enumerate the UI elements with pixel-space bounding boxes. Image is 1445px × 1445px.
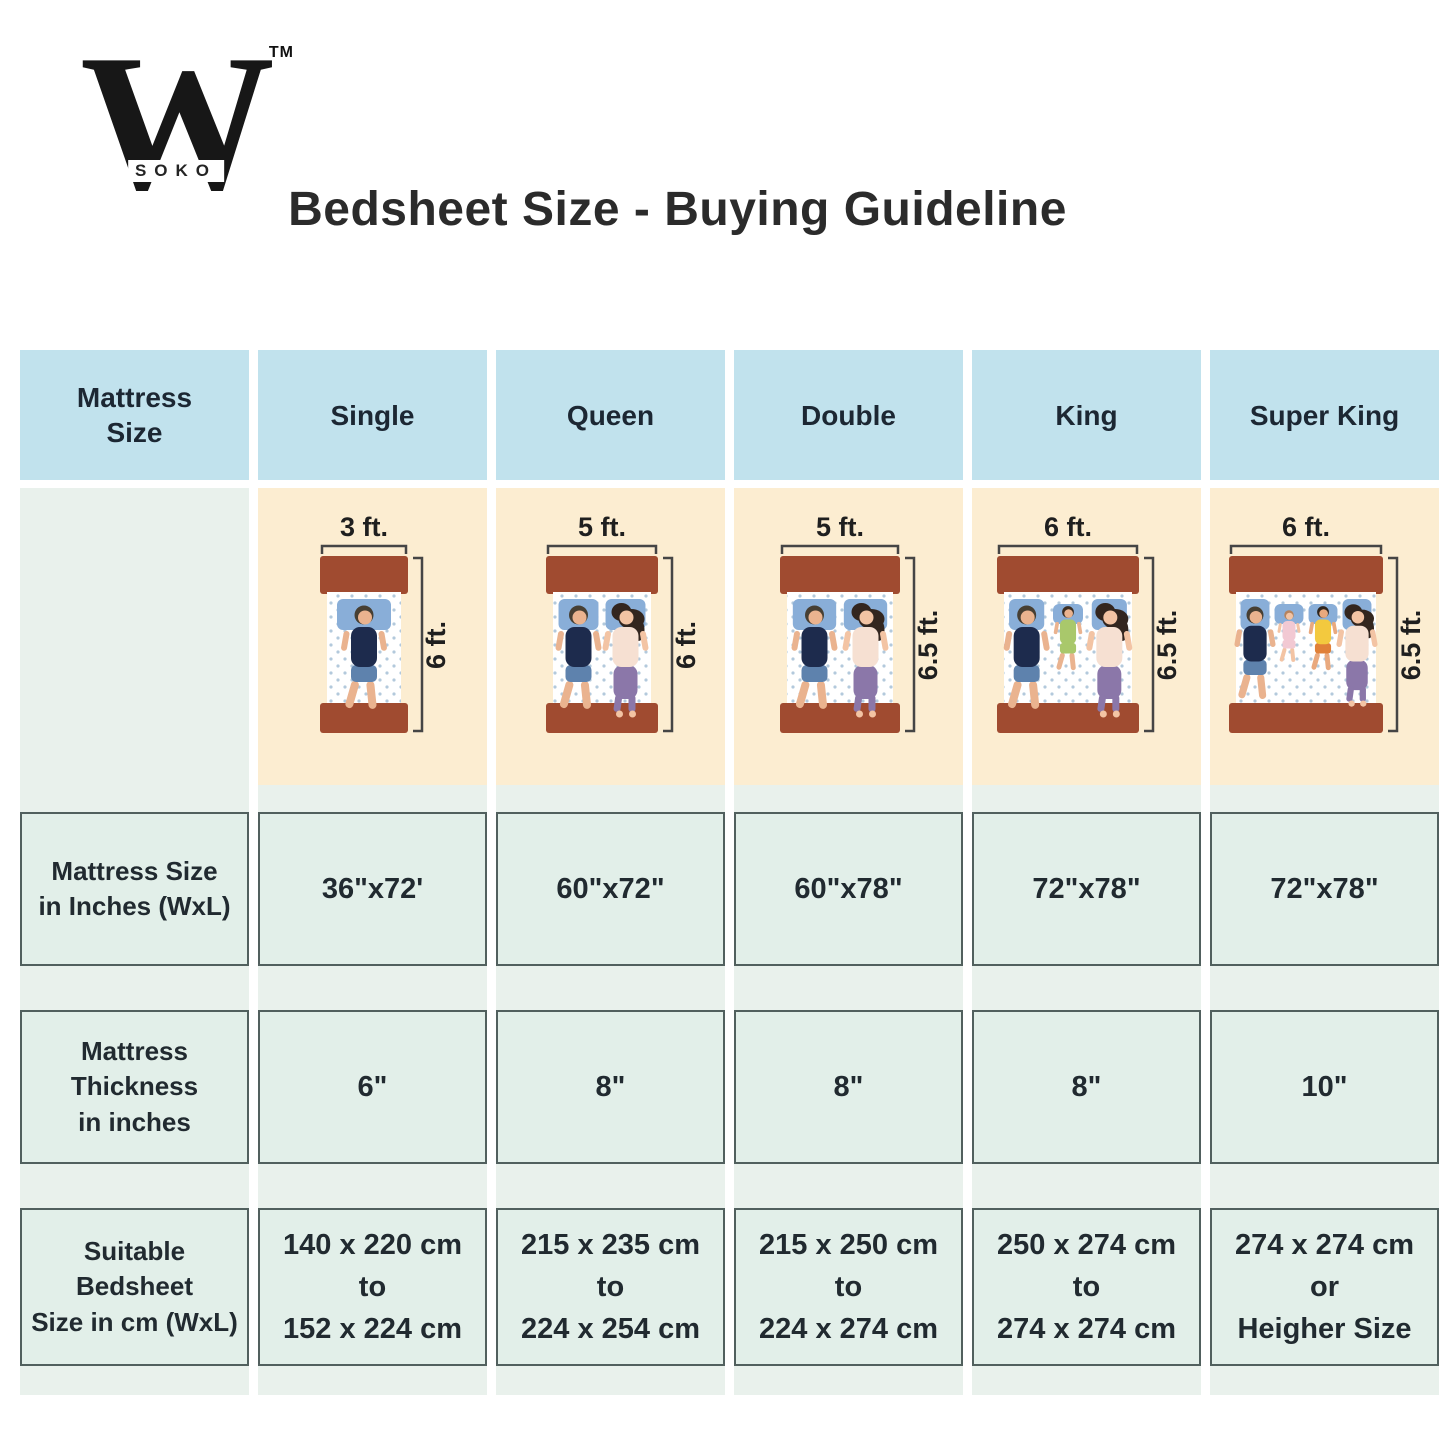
column-body: 3 ft. 6 ft. 36"x72' 6" 140 x 220 cm to 15… (258, 488, 487, 1395)
headboard (546, 556, 658, 594)
person-child-icon (1053, 606, 1083, 671)
bed-top-view-drawing: 6 ft. 6.5 ft. (1229, 512, 1426, 733)
length-bracket (1388, 556, 1399, 733)
width-dimension-label: 5 ft. (816, 512, 864, 542)
page-title: Bedsheet Size - Buying Guideline (288, 183, 1067, 236)
cell-king-thickness: 8" (972, 1010, 1201, 1164)
cell-super-king-thickness: 10" (1210, 1010, 1439, 1164)
column-header-queen: Queen (496, 350, 725, 480)
column-header-single: Single (258, 350, 487, 480)
cell-single-bedsheet-cm: 140 x 220 cm to 152 x 224 cm (258, 1208, 487, 1366)
width-bracket (780, 544, 900, 554)
column-body: Mattress Size in Inches (WxL) Mattress T… (20, 488, 249, 1395)
length-bracket (663, 556, 674, 733)
column-king: King 6 ft. 6.5 ft. 72"x78" 8" 250 x 274 c… (972, 350, 1201, 1395)
length-dimension-label: 6.5 ft. (1396, 610, 1426, 681)
logo-wordmark: SOKO (127, 160, 225, 182)
brand-logo: W TM SOKO (80, 15, 293, 294)
bed-top-view-drawing: 3 ft. 6 ft. (320, 512, 451, 733)
headboard (320, 556, 408, 594)
bed-illustration-single: 3 ft. 6 ft. (258, 488, 487, 785)
length-dimension-label: 6 ft. (421, 621, 451, 669)
person-adult-icon (341, 605, 387, 709)
column-header-super-king: Super King (1210, 350, 1439, 480)
footboard (320, 703, 408, 733)
cell-double-thickness: 8" (734, 1010, 963, 1164)
column-row-labels: Mattress Size Mattress Size in Inches (W… (20, 350, 249, 1395)
column-header-king: King (972, 350, 1201, 480)
length-bracket (905, 556, 916, 733)
cell-queen-inches: 60"x72" (496, 812, 725, 966)
length-bracket (1144, 556, 1155, 733)
bed-illustration-double: 5 ft. 6.5 ft. (734, 488, 963, 785)
cell-super-king-inches: 72"x78" (1210, 812, 1439, 966)
cell-double-bedsheet-cm: 215 x 250 cm to 224 x 274 cm (734, 1208, 963, 1366)
width-bracket (1229, 544, 1383, 554)
column-super-king: Super King 6 ft. 6.5 ft. 72"x78" 10" 274 … (1210, 350, 1439, 1395)
column-header-double: Double (734, 350, 963, 480)
bed-illustration-queen: 5 ft. 6 ft. (496, 488, 725, 785)
row-label-thickness: Mattress Thickness in inches (20, 1010, 249, 1164)
person-adult-f-icon (1336, 604, 1378, 707)
bed-illustration-super-king: 6 ft. 6.5 ft. (1210, 488, 1439, 785)
person-adult-f-icon (1086, 603, 1133, 718)
cell-single-inches: 36"x72' (258, 812, 487, 966)
person-adult-icon (1003, 605, 1050, 709)
column-header-mattress-size: Mattress Size (20, 350, 249, 480)
width-dimension-label: 6 ft. (1282, 512, 1330, 542)
cell-super-king-bedsheet-cm: 274 x 274 cm or Heigher Size (1210, 1208, 1439, 1366)
width-dimension-label: 5 ft. (578, 512, 626, 542)
person-adult-f-icon (602, 603, 649, 718)
person-child-icon (1308, 606, 1338, 671)
person-adult-icon (791, 605, 838, 709)
column-body: 5 ft. 6.5 ft. 60"x78" 8" 215 x 250 cm to … (734, 488, 963, 1395)
bed-illustration-king: 6 ft. 6.5 ft. (972, 488, 1201, 785)
bed-top-view-drawing: 6 ft. 6.5 ft. (997, 512, 1182, 733)
cell-king-bedsheet-cm: 250 x 274 cm to 274 x 274 cm (972, 1208, 1201, 1366)
person-adult-f-icon (842, 603, 889, 718)
headboard (780, 556, 900, 594)
row-label-bedsheet-cm: Suitable Bedsheet Size in cm (WxL) (20, 1208, 249, 1366)
width-dimension-label: 3 ft. (340, 512, 388, 542)
length-dimension-label: 6.5 ft. (1152, 610, 1182, 681)
cell-queen-thickness: 8" (496, 1010, 725, 1164)
width-bracket (997, 544, 1139, 554)
logo-w-letter: W (80, 15, 275, 231)
cell-queen-bedsheet-cm: 215 x 235 cm to 224 x 254 cm (496, 1208, 725, 1366)
person-adult-icon (1234, 606, 1276, 699)
bedsheet-size-table: Mattress Size Mattress Size in Inches (W… (20, 350, 1439, 1395)
column-body: 5 ft. 6 ft. 60"x72" 8" 215 x 235 cm to 22… (496, 488, 725, 1395)
column-body: 6 ft. 6.5 ft. 72"x78" 8" 250 x 274 cm to … (972, 488, 1201, 1395)
column-single: Single 3 ft. 6 ft. 36"x72' 6" 140 x 220 c… (258, 350, 487, 1395)
width-bracket (320, 544, 408, 554)
headboard (1229, 556, 1383, 594)
column-body: 6 ft. 6.5 ft. 72"x78" 10" 274 x 274 cm or… (1210, 488, 1439, 1395)
cell-king-inches: 72"x78" (972, 812, 1201, 966)
person-baby-icon (1277, 610, 1301, 662)
column-double: Double 5 ft. 6.5 ft. 60"x78" 8" 215 x 250… (734, 350, 963, 1395)
spacer (20, 488, 249, 785)
width-bracket (546, 544, 658, 554)
width-dimension-label: 6 ft. (1044, 512, 1092, 542)
length-bracket (413, 556, 424, 733)
row-label-inches: Mattress Size in Inches (WxL) (20, 812, 249, 966)
length-dimension-label: 6 ft. (671, 621, 701, 669)
trademark-symbol: TM (268, 44, 294, 61)
person-adult-icon (555, 605, 602, 709)
headboard (997, 556, 1139, 594)
bed-top-view-drawing: 5 ft. 6 ft. (546, 512, 701, 733)
column-queen: Queen 5 ft. 6 ft. 60"x72" 8" 215 x 235 cm… (496, 350, 725, 1395)
cell-single-thickness: 6" (258, 1010, 487, 1164)
footboard (1229, 703, 1383, 733)
bed-top-view-drawing: 5 ft. 6.5 ft. (780, 512, 943, 733)
length-dimension-label: 6.5 ft. (913, 610, 943, 681)
cell-double-inches: 60"x78" (734, 812, 963, 966)
